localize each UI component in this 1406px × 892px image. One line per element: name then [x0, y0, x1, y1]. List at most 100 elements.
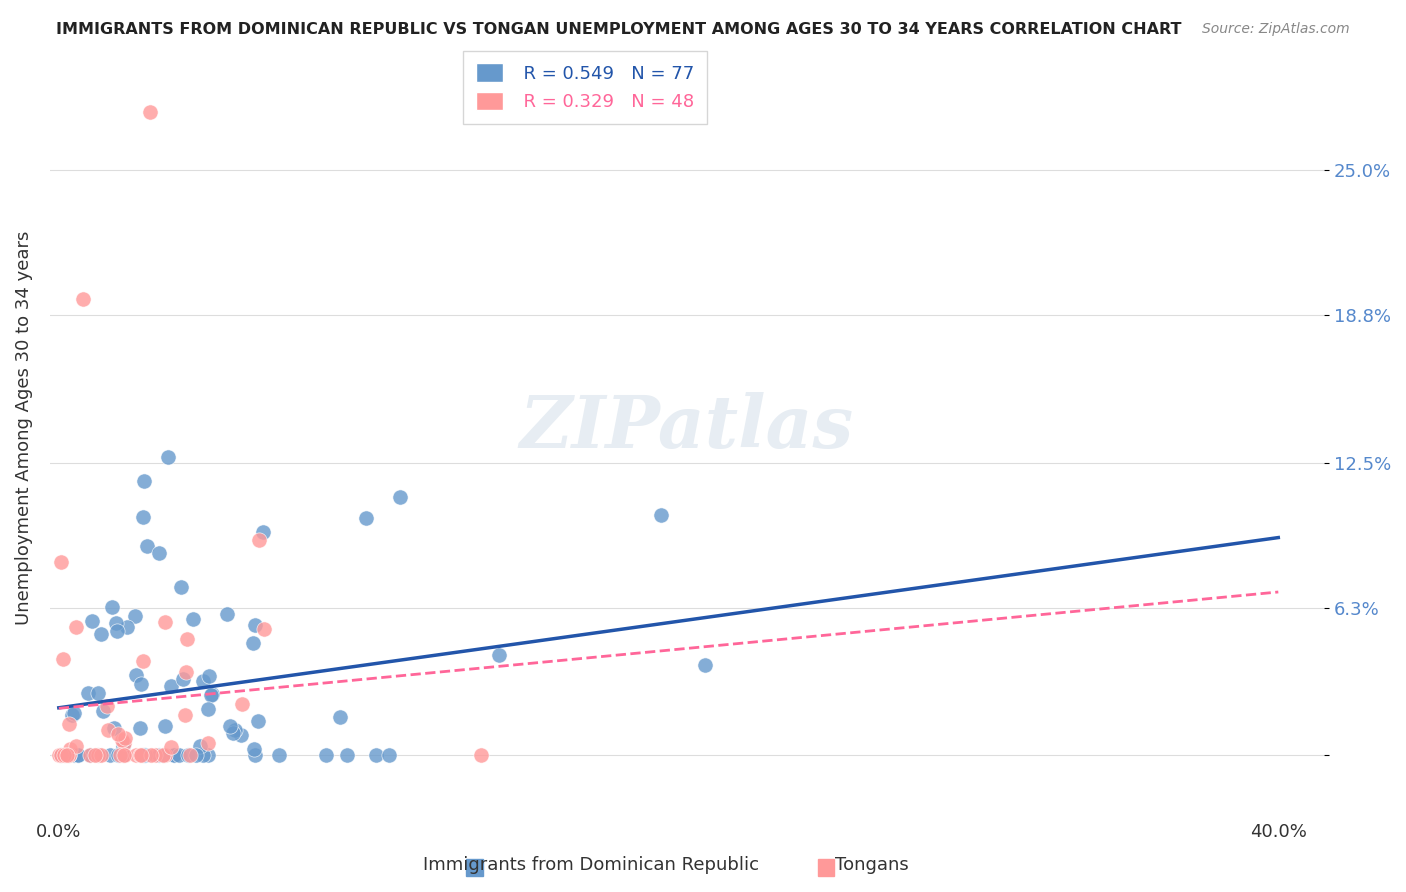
Point: [129, 721, 152, 735]
Point: [243, 742, 266, 756]
Point: [217, 607, 239, 622]
Point: [193, 748, 215, 763]
Point: [143, 748, 166, 763]
Point: [181, 611, 204, 625]
Point: [53, 748, 76, 763]
Point: [170, 580, 193, 594]
Bar: [818, 858, 835, 876]
Point: [197, 736, 219, 750]
Point: [65, 739, 87, 753]
Point: [72, 292, 94, 306]
Point: [135, 539, 157, 553]
Text: ZIPatlas: ZIPatlas: [520, 392, 853, 463]
Point: [62, 748, 84, 763]
Point: [148, 748, 170, 763]
Point: [58, 717, 80, 731]
Point: [148, 546, 170, 560]
Point: [173, 708, 195, 723]
Point: [153, 748, 176, 763]
Point: [163, 748, 186, 763]
Point: [86, 748, 108, 763]
Point: [488, 648, 510, 662]
Text: Source: ZipAtlas.com: Source: ZipAtlas.com: [1202, 22, 1350, 37]
Point: [124, 609, 146, 624]
Point: [201, 687, 224, 701]
Point: [139, 748, 162, 763]
Point: [63, 706, 86, 721]
Point: [153, 719, 176, 733]
Point: [79, 748, 101, 763]
Point: [129, 748, 152, 763]
Point: [112, 736, 135, 750]
Point: [96, 698, 118, 713]
Point: [65, 620, 87, 634]
Point: [84, 748, 107, 763]
Point: [80, 614, 103, 628]
Point: [87, 686, 110, 700]
Point: [197, 748, 219, 763]
Point: [53, 748, 76, 763]
Point: [693, 658, 716, 673]
Point: [125, 748, 148, 763]
Point: [90, 626, 112, 640]
Point: [103, 722, 125, 736]
Point: [117, 620, 139, 634]
Point: [58, 748, 80, 763]
Point: [49, 555, 72, 569]
Point: [267, 748, 290, 763]
Point: [354, 510, 377, 524]
Point: [159, 679, 181, 693]
Point: [112, 747, 135, 762]
Point: [59, 741, 82, 756]
Point: [48, 748, 70, 763]
Point: [108, 748, 131, 763]
Point: [315, 748, 337, 763]
Point: [128, 748, 150, 763]
Point: [91, 704, 114, 718]
Point: [153, 615, 176, 629]
Point: [253, 622, 276, 636]
Text: Immigrants from Dominican Republic: Immigrants from Dominican Republic: [423, 856, 758, 874]
Point: [56, 748, 79, 763]
Point: [198, 669, 221, 683]
Point: [222, 726, 245, 740]
Point: [107, 748, 129, 763]
Point: [101, 600, 124, 615]
Point: [366, 748, 388, 763]
Point: [107, 727, 129, 741]
Point: [139, 104, 162, 119]
Legend:   R = 0.549   N = 77,   R = 0.329   N = 48: R = 0.549 N = 77, R = 0.329 N = 48: [463, 51, 707, 124]
Point: [219, 719, 242, 733]
Point: [114, 748, 136, 763]
Point: [177, 748, 200, 763]
Point: [378, 748, 401, 763]
Point: [167, 748, 190, 763]
Point: [336, 748, 359, 763]
Point: [159, 740, 181, 755]
Point: [252, 525, 274, 540]
Point: [470, 748, 492, 763]
Point: [125, 667, 148, 681]
Point: [172, 672, 194, 686]
Point: [97, 723, 120, 738]
Point: [134, 748, 156, 763]
Point: [90, 748, 112, 763]
Point: [60, 707, 83, 722]
Point: [66, 748, 89, 763]
Point: [52, 652, 75, 666]
Point: [132, 748, 155, 763]
Point: [77, 686, 100, 700]
Point: [111, 733, 134, 747]
Point: [176, 632, 198, 646]
Point: [51, 748, 73, 763]
Point: [247, 533, 270, 547]
Point: [51, 748, 73, 763]
Point: [650, 508, 672, 522]
Point: [191, 674, 214, 689]
Point: [134, 748, 156, 763]
Point: [242, 636, 264, 650]
Point: [174, 665, 197, 679]
Point: [98, 748, 121, 763]
Point: [87, 748, 110, 763]
Bar: [467, 858, 484, 876]
